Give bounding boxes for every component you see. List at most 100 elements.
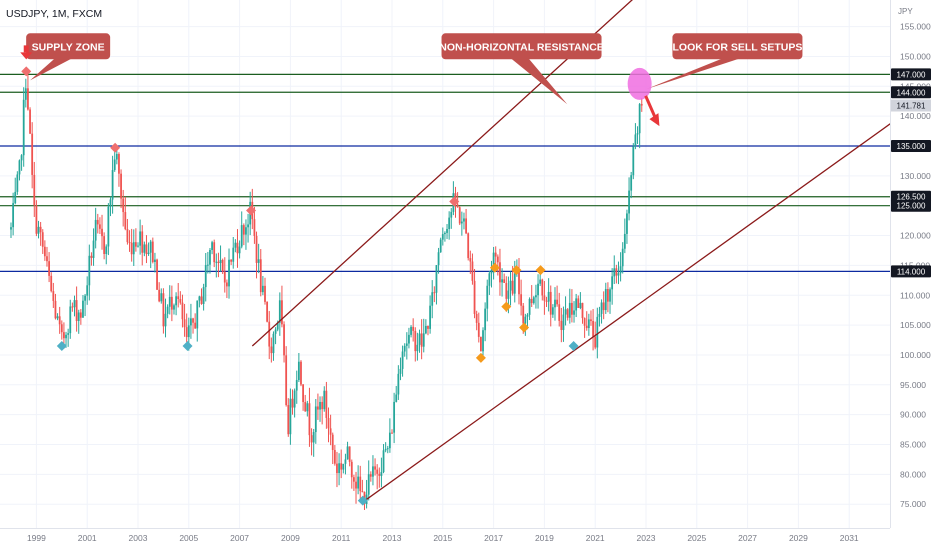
candle-body <box>14 191 17 204</box>
candle-body <box>346 446 349 460</box>
candle-body <box>317 406 319 410</box>
supply-zone-callout[interactable] <box>26 33 111 60</box>
candle-body <box>170 296 173 310</box>
candle-body <box>113 159 116 171</box>
candle-body <box>386 448 389 450</box>
y-tick-label: 140.000 <box>900 111 931 121</box>
candle-body <box>636 133 639 135</box>
candle-body <box>399 368 402 374</box>
pivot-orange-marker[interactable] <box>475 352 486 363</box>
candle-body <box>164 313 167 327</box>
pivot-orange-marker[interactable] <box>489 262 500 273</box>
symbol-title: USDJPY, 1M, FXCM <box>6 8 102 20</box>
candle-body <box>424 325 427 334</box>
pivot-orange-marker[interactable] <box>501 301 512 312</box>
candle-body <box>592 321 594 337</box>
pivot-orange-marker[interactable] <box>519 322 530 333</box>
candle-body <box>505 282 508 299</box>
candle-body <box>285 355 288 406</box>
candle-body <box>293 390 296 408</box>
pivot-low-marker[interactable] <box>182 340 193 351</box>
sell-setups-callout[interactable] <box>672 33 803 60</box>
candle-body <box>441 234 444 240</box>
candle-body <box>378 473 381 476</box>
candle-body <box>522 305 525 324</box>
candle-body <box>524 316 527 324</box>
candle-body <box>566 309 569 318</box>
level-tag <box>891 199 931 212</box>
level-tag-label: 147.000 <box>897 70 926 79</box>
candle-body <box>632 146 635 176</box>
y-tick-label: 155.000 <box>900 22 931 32</box>
candle-body <box>29 109 31 134</box>
non-horizontal-resistance-callout-pointer <box>509 57 568 105</box>
candle-body <box>302 384 304 403</box>
candle-body <box>408 334 410 344</box>
pivot-low-marker[interactable] <box>568 340 579 351</box>
candle-body <box>232 247 235 262</box>
x-tick-label: 2031 <box>840 533 859 543</box>
pivot-high-marker[interactable] <box>110 142 121 153</box>
pivot-low-marker[interactable] <box>56 340 67 351</box>
supply-zone-callout-pointer <box>30 57 75 81</box>
candle-body <box>300 361 302 385</box>
candle-body <box>77 312 80 321</box>
candle-body <box>86 285 89 296</box>
pivot-orange-marker[interactable] <box>535 265 546 276</box>
candle-body <box>444 232 446 235</box>
level-tag <box>891 86 931 99</box>
candle-body <box>192 318 194 323</box>
candle-body <box>554 299 556 308</box>
candle-body <box>206 264 209 266</box>
candle-body <box>111 170 114 200</box>
candle-body <box>482 330 484 352</box>
candle-body <box>215 261 218 263</box>
x-tick-label: 2029 <box>789 533 808 543</box>
candle-body <box>238 246 241 254</box>
candle-body <box>308 403 311 436</box>
candle-body <box>297 361 300 381</box>
candle-body <box>228 259 230 287</box>
candle-body <box>429 305 431 329</box>
candle-body <box>348 446 351 462</box>
candle-body <box>230 259 233 262</box>
pivot-high-marker[interactable] <box>449 196 460 207</box>
y-tick-label: 95.000 <box>900 380 926 390</box>
supply-arrow-head <box>20 52 33 60</box>
candle-body <box>154 259 156 262</box>
candle-body <box>306 403 309 412</box>
pivot-high-marker[interactable] <box>246 205 257 216</box>
candle-body <box>261 285 264 293</box>
candle-body <box>137 245 139 247</box>
candle-body <box>585 325 588 329</box>
candle-body <box>556 299 558 305</box>
candle-body <box>405 343 408 346</box>
candle-body <box>122 198 125 213</box>
candle-body <box>465 218 467 234</box>
candle-body <box>473 280 476 314</box>
y-tick-label: 75.000 <box>900 499 926 509</box>
channel-trendline[interactable] <box>251 0 727 347</box>
pivot-low-marker[interactable] <box>357 495 368 506</box>
non-horizontal-resistance-callout[interactable] <box>441 33 602 60</box>
candle-body <box>236 242 239 254</box>
candle-body <box>619 266 622 274</box>
candle-body <box>287 405 290 435</box>
candle-body <box>448 217 451 230</box>
candle-body <box>579 302 582 308</box>
candle-body <box>376 469 379 474</box>
candle-body <box>467 233 470 259</box>
down-arrow-head <box>649 113 660 127</box>
pivot-orange-marker[interactable] <box>511 265 522 276</box>
x-tick-label: 2005 <box>179 533 198 543</box>
level-tag <box>891 140 931 152</box>
candle-body <box>380 472 383 476</box>
channel-trendline[interactable] <box>363 112 906 502</box>
candle-body <box>463 218 465 222</box>
candle-body <box>496 256 499 263</box>
candle-body <box>623 233 626 249</box>
pivot-high-marker[interactable] <box>21 66 32 77</box>
